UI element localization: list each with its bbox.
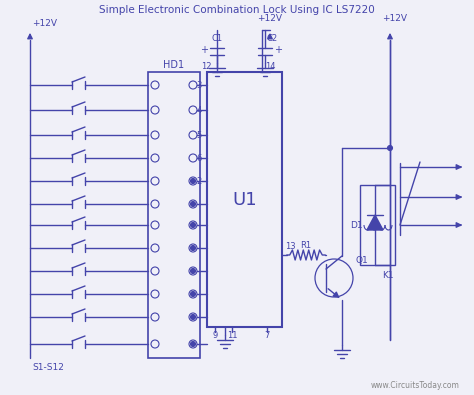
Text: 4: 4 [197, 105, 202, 115]
Circle shape [191, 246, 195, 250]
Text: 9: 9 [212, 331, 218, 339]
Text: +: + [200, 45, 208, 55]
Text: K1: K1 [382, 271, 393, 280]
Text: +12V: +12V [32, 19, 57, 28]
Text: +12V: +12V [257, 13, 283, 23]
Bar [360, 185, 395, 265]
Text: www.CircuitsToday.com: www.CircuitsToday.com [371, 380, 460, 389]
Text: 6: 6 [197, 154, 202, 162]
Bar [148, 72, 200, 358]
Text: S1-S12: S1-S12 [32, 363, 64, 372]
Text: 5: 5 [197, 130, 202, 139]
Text: Q1: Q1 [356, 256, 369, 265]
Text: 13: 13 [285, 242, 296, 251]
Text: 11: 11 [227, 331, 237, 339]
Polygon shape [367, 215, 383, 230]
Circle shape [191, 201, 195, 207]
Text: 12: 12 [201, 62, 212, 70]
Text: 2: 2 [197, 177, 202, 186]
Text: HD1: HD1 [164, 60, 184, 70]
Circle shape [191, 222, 195, 228]
Text: 7: 7 [264, 331, 270, 339]
Text: Simple Electronic Combination Lock Using IC LS7220: Simple Electronic Combination Lock Using… [99, 5, 375, 15]
Text: 14: 14 [265, 62, 275, 70]
Text: C1: C1 [211, 34, 223, 43]
Circle shape [388, 145, 392, 150]
Text: +: + [274, 45, 282, 55]
Text: D1: D1 [350, 220, 363, 229]
Text: U1: U1 [232, 190, 257, 209]
Text: +12V: +12V [383, 13, 408, 23]
Circle shape [191, 269, 195, 273]
Text: C2: C2 [267, 34, 278, 43]
Bar [207, 72, 282, 327]
Circle shape [191, 314, 195, 320]
Circle shape [191, 292, 195, 297]
Circle shape [191, 179, 195, 184]
Text: 3: 3 [197, 81, 202, 90]
Text: R1: R1 [301, 241, 311, 250]
Circle shape [191, 342, 195, 346]
